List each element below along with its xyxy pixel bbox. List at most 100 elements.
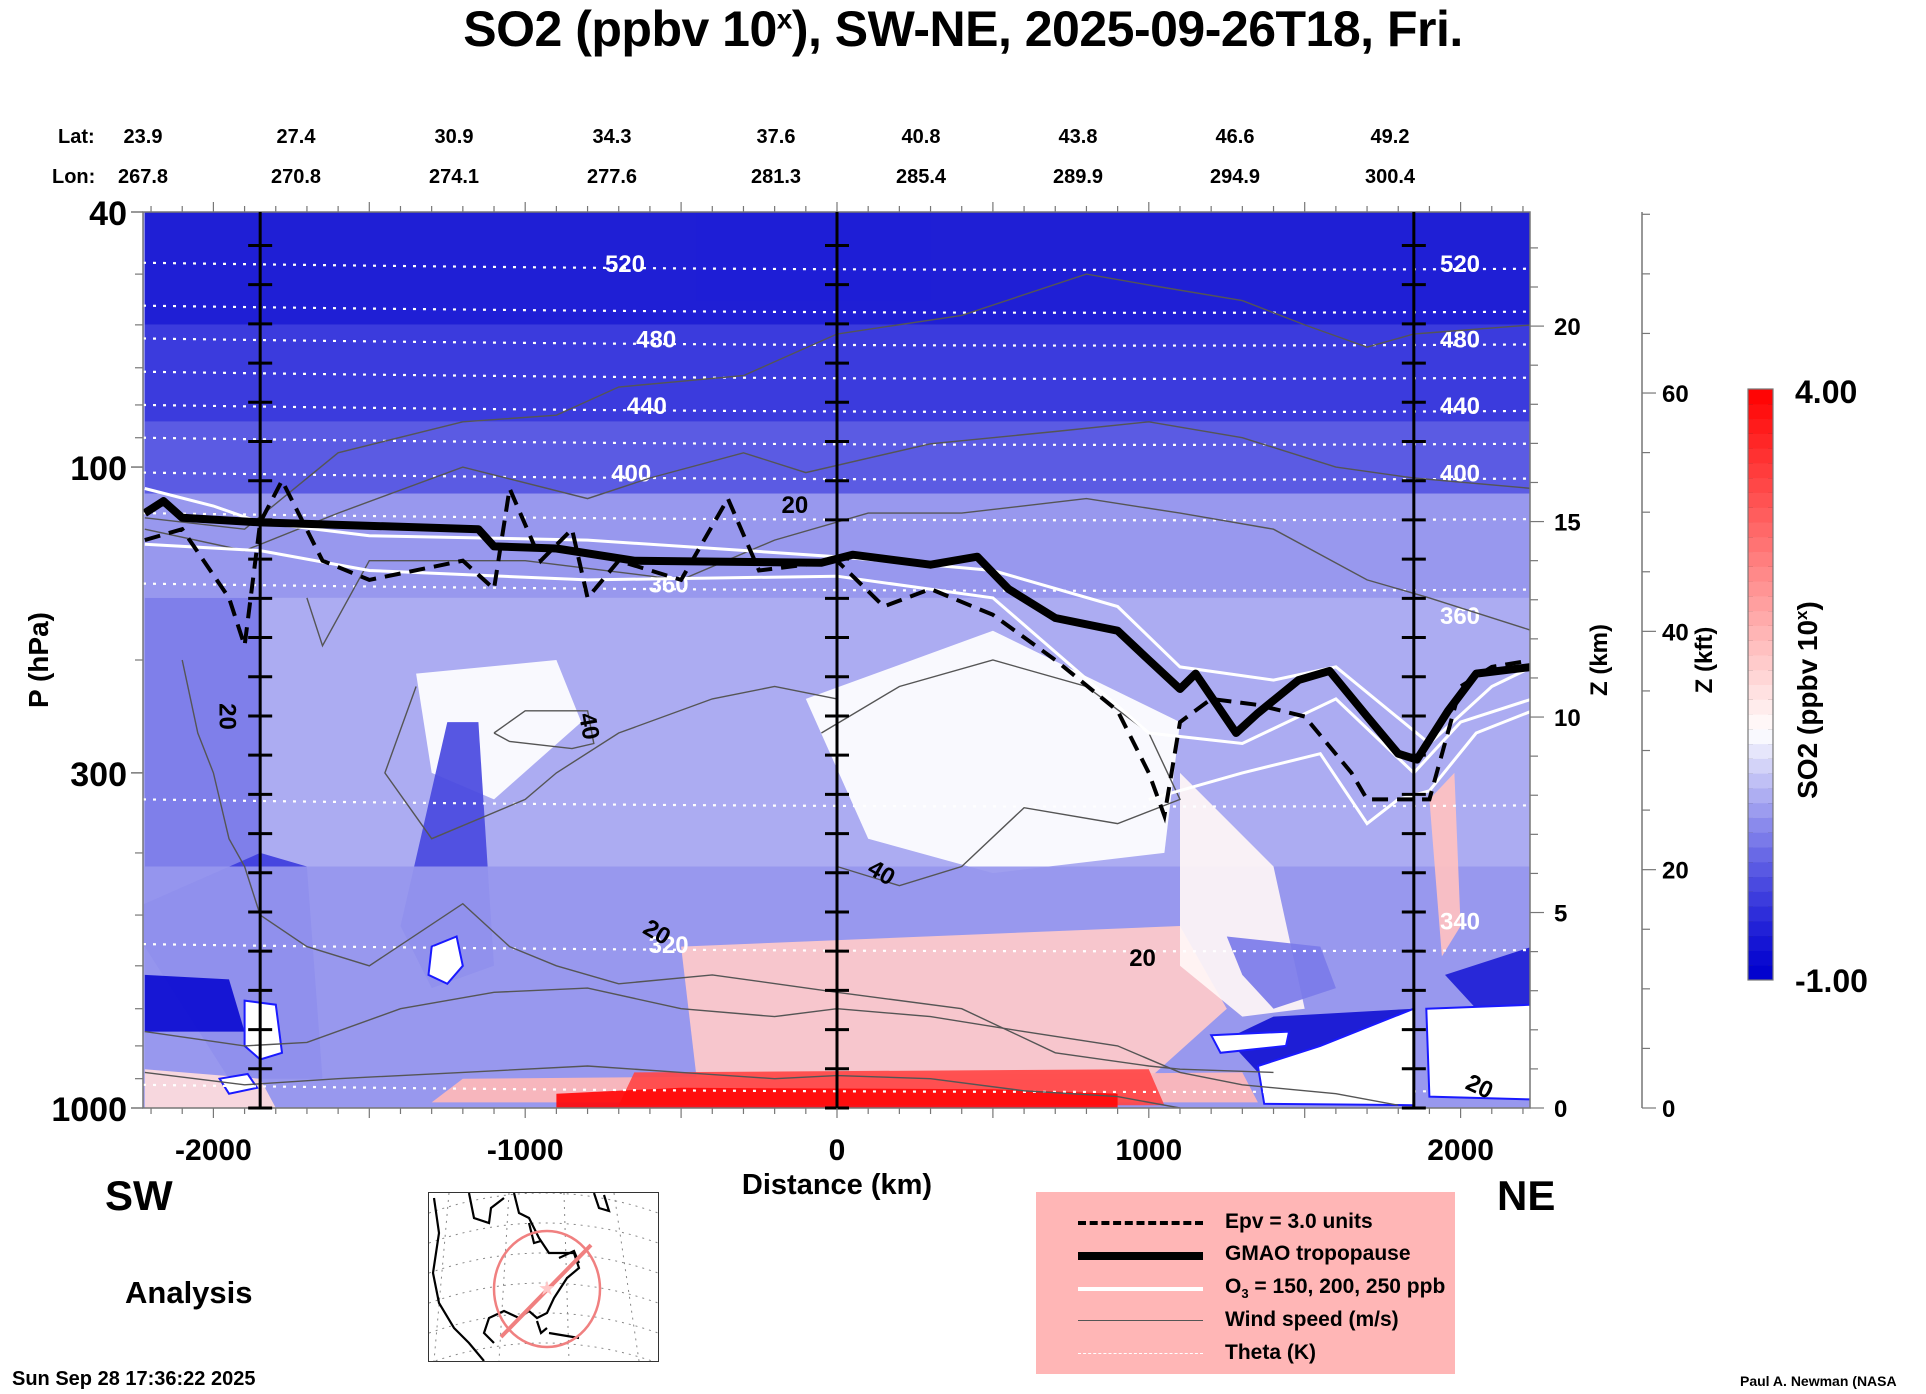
so2-region	[1429, 772, 1461, 957]
lat-value: 49.2	[1370, 126, 1410, 148]
zkft-tick-label: 40	[1662, 619, 1689, 646]
colorbar-level	[1748, 832, 1773, 848]
lon-value: 270.8	[270, 166, 322, 188]
zkm-tick-label: 0	[1554, 1096, 1567, 1123]
colorbar-level	[1748, 462, 1773, 479]
zkft-axis-label: Z (kft)	[1691, 627, 1718, 694]
lon-value: 300.4	[1364, 166, 1416, 188]
colorbar-label-sup: x	[1792, 610, 1811, 620]
theta-contour-480	[143, 337, 1530, 347]
lon-label: Lon:	[52, 166, 96, 188]
lon-value: 285.4	[895, 166, 947, 188]
colorbar-label: SO2 (ppbv 10x)	[1792, 601, 1823, 799]
so2-region	[1226, 936, 1336, 1009]
theta-label: 440	[627, 393, 667, 420]
colorbar-level	[1748, 817, 1773, 833]
colorbar-level	[1748, 699, 1773, 715]
so2-region	[144, 493, 1530, 598]
colorbar-level	[1748, 640, 1773, 656]
zkm-tick-label: 20	[1554, 314, 1581, 341]
o3-contour	[1148, 710, 1530, 826]
colorbar-level	[1748, 492, 1773, 508]
colorbar-level	[1748, 950, 1773, 966]
colorbar-level	[1748, 448, 1773, 464]
graticule	[429, 1193, 658, 1361]
theta-label-right: 440	[1440, 393, 1480, 420]
so2-region	[144, 421, 1530, 494]
legend-theta-line	[1078, 1353, 1203, 1354]
colorbar-level	[1748, 507, 1773, 523]
colorbar-level	[1748, 847, 1773, 863]
wind-speed-contour	[144, 1065, 1181, 1108]
y-tick-label: 300	[70, 756, 127, 794]
wind-speed-contour	[821, 659, 1181, 887]
colorbar-level	[1748, 418, 1773, 434]
y-tick-label: 1000	[51, 1091, 127, 1129]
zkft-tick-label: 20	[1662, 858, 1689, 885]
legend-tropopause-label: GMAO tropopause	[1225, 1242, 1411, 1265]
missing-data-patch	[1209, 1030, 1291, 1054]
theta-label-right: 340	[1440, 909, 1480, 936]
author-credit: Paul A. Newman (NASA	[1740, 1373, 1897, 1389]
theta-label: 480	[636, 326, 676, 353]
ne-label: NE	[1497, 1172, 1556, 1219]
legend-epv-label: Epv = 3.0 units	[1225, 1210, 1373, 1233]
center-star-icon: ★	[538, 1278, 556, 1300]
theta-contour-400	[143, 471, 1530, 481]
lon-value: 267.8	[117, 166, 169, 188]
lat-label: Lat:	[58, 126, 95, 148]
missing-data-patch	[1425, 1003, 1530, 1101]
section-overlay: ★	[492, 1229, 602, 1349]
analysis-label: Analysis	[125, 1275, 253, 1310]
colorbar-level	[1748, 403, 1773, 420]
x-axis-label: Distance (km)	[742, 1169, 932, 1201]
colorbar-level	[1748, 625, 1773, 641]
theta-contour-320	[143, 943, 1530, 953]
legend-wind-line	[1078, 1320, 1203, 1321]
wind-contour-label: 20	[1129, 945, 1156, 972]
x-tick-label: -2000	[175, 1134, 252, 1167]
wind-speed-contour	[306, 497, 1530, 648]
lat-value: 37.6	[756, 126, 796, 148]
theta-contour-500	[143, 304, 1530, 314]
wind-speed-contour	[144, 273, 1530, 530]
theta-contour-420	[143, 436, 1530, 446]
legend-theta-label: Theta (K)	[1225, 1341, 1316, 1364]
colorbar-level	[1748, 728, 1773, 745]
theta-contour-380	[143, 512, 1530, 522]
wind-speed-contour	[144, 987, 1399, 1106]
x-tick-label: 2000	[1427, 1134, 1494, 1167]
zkm-tick-label: 5	[1554, 901, 1567, 928]
legend-wind-label: Wind speed (m/s)	[1225, 1308, 1399, 1331]
x-tick-label: -1000	[487, 1134, 564, 1167]
lat-value: 34.3	[592, 126, 632, 148]
colorbar-level	[1748, 669, 1773, 685]
colorbar-level	[1748, 861, 1773, 878]
zkft-tick-label: 0	[1662, 1096, 1675, 1123]
lat-value: 23.9	[123, 126, 163, 148]
colorbar-level	[1748, 920, 1773, 937]
zkft-tick-label: 60	[1662, 381, 1689, 408]
legend-tropopause-line	[1078, 1252, 1203, 1260]
legend-o3-label: O3 = 150, 200, 250 ppb	[1225, 1275, 1446, 1302]
so2-region	[696, 212, 931, 301]
sw-label: SW	[105, 1172, 173, 1219]
lon-value: 274.1	[428, 166, 480, 188]
coastlines	[431, 1193, 611, 1361]
lat-value: 40.8	[901, 126, 941, 148]
wind-speed-contour	[144, 421, 1530, 552]
so2-region	[144, 974, 245, 1032]
colorbar-level	[1748, 906, 1773, 922]
inset-map-svg: ★	[429, 1193, 658, 1361]
so2-region	[1445, 947, 1530, 1009]
lon-value: 277.6	[586, 166, 638, 188]
colorbar-level	[1748, 610, 1773, 626]
wind-speed-contour	[181, 659, 1274, 1074]
theta-contour-440	[143, 403, 1530, 414]
y-tick-label: 100	[70, 450, 127, 488]
y-axis-label: P (hPa)	[23, 612, 54, 708]
colorbar-level	[1748, 758, 1773, 774]
x-tick-label: 0	[829, 1134, 846, 1167]
lon-value: 281.3	[750, 166, 802, 188]
